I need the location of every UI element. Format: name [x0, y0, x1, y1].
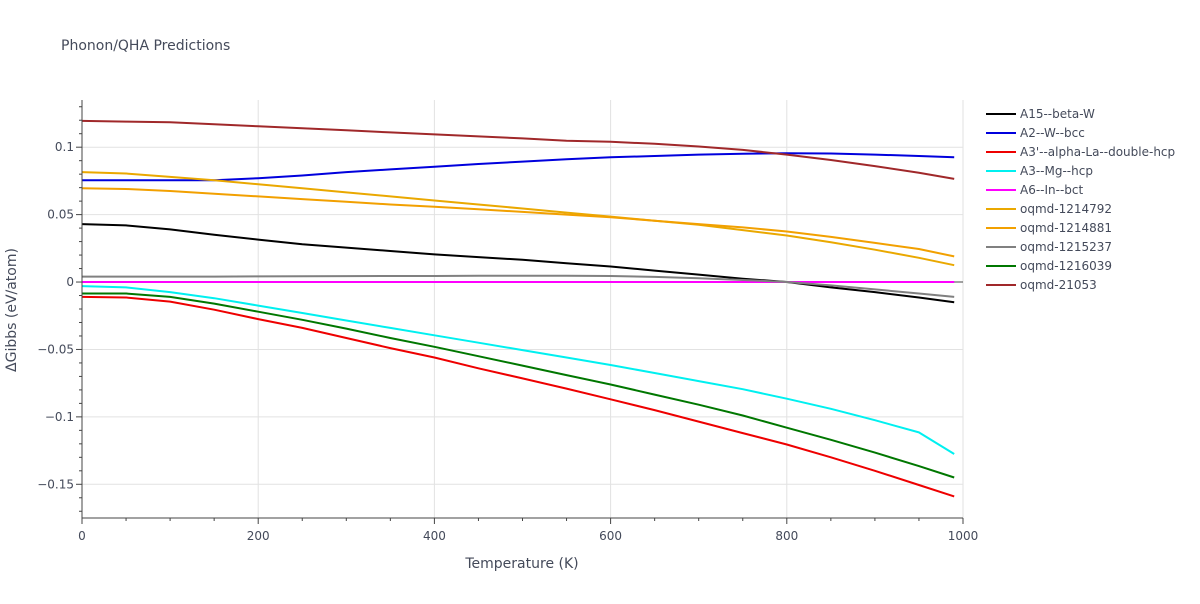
series-line-3	[81, 285, 955, 455]
legend-item-8[interactable]: oqmd-1216039	[986, 259, 1112, 273]
legend-label: A3'--alpha-La--double-hcp	[1020, 145, 1175, 159]
y-tick-label: 0.1	[55, 140, 74, 154]
series-line-7	[82, 274, 955, 298]
legend-label: A3--Mg--hcp	[1020, 164, 1093, 178]
y-tick-label: −0.05	[37, 342, 74, 356]
legend-item-1[interactable]: A2--W--bcc	[986, 126, 1085, 140]
x-axis-ticks: 0 200 400 600 800 1000	[78, 518, 978, 543]
x-tick-label: 400	[423, 529, 446, 543]
series-line-2	[81, 295, 955, 498]
series-line-1	[82, 152, 955, 182]
y-tick-label: 0	[66, 275, 74, 289]
legend-item-6[interactable]: oqmd-1214881	[986, 221, 1112, 235]
series-line-6	[81, 187, 955, 258]
grid-lines	[82, 100, 964, 518]
legend-label: oqmd-1216039	[1020, 259, 1112, 273]
series-line-8	[82, 292, 955, 479]
legend-item-9[interactable]: oqmd-21053	[986, 278, 1097, 292]
series-line-5	[81, 171, 955, 267]
y-tick-label: −0.1	[45, 410, 74, 424]
legend-item-3[interactable]: A3--Mg--hcp	[986, 164, 1093, 178]
legend-label: A15--beta-W	[1020, 107, 1095, 121]
legend-label: A2--W--bcc	[1020, 126, 1085, 140]
legend-label: A6--In--bct	[1020, 183, 1084, 197]
y-axis-label: ΔGibbs (eV/atom)	[4, 248, 20, 372]
legend-label: oqmd-1215237	[1020, 240, 1112, 254]
x-tick-label: 600	[599, 529, 622, 543]
y-tick-label: 0.05	[47, 208, 74, 222]
x-tick-label: 0	[78, 529, 86, 543]
chart-title: Phonon/QHA Predictions	[61, 38, 230, 54]
legend-item-7[interactable]: oqmd-1215237	[986, 240, 1112, 254]
legend-item-0[interactable]: A15--beta-W	[986, 107, 1095, 121]
series-line-0	[81, 223, 955, 304]
legend-item-5[interactable]: oqmd-1214792	[986, 202, 1112, 216]
y-tick-label: −0.15	[37, 477, 74, 491]
x-tick-label: 800	[775, 529, 798, 543]
series-line-9	[81, 119, 955, 180]
x-tick-label: 1000	[948, 529, 979, 543]
legend-item-4[interactable]: A6--In--bct	[986, 183, 1084, 197]
legend-item-2[interactable]: A3'--alpha-La--double-hcp	[986, 145, 1175, 159]
series-lines	[81, 119, 955, 498]
legend[interactable]: A15--beta-W A2--W--bcc A3'--alpha-La--doub…	[986, 107, 1175, 292]
legend-label: oqmd-21053	[1020, 278, 1097, 292]
x-axis-label: Temperature (K)	[464, 556, 578, 572]
legend-label: oqmd-1214881	[1020, 221, 1112, 235]
y-axis-ticks: −0.15 −0.1 −0.05 0 0.05 0.1	[37, 106, 82, 512]
x-tick-label: 200	[247, 529, 270, 543]
legend-label: oqmd-1214792	[1020, 202, 1112, 216]
